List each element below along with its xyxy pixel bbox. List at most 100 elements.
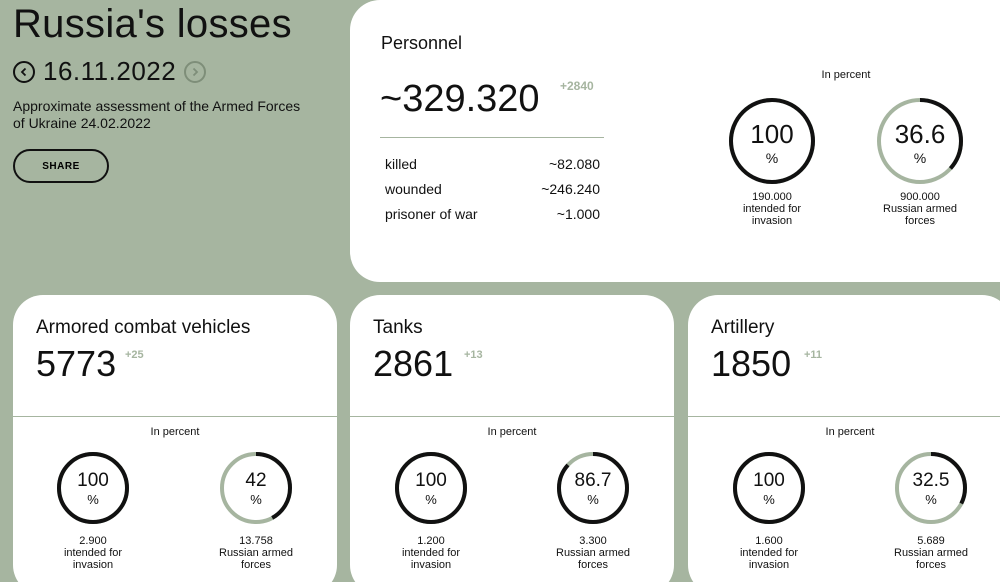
personnel-card: Personnel ~329.320 +2840 killed ~82.080 … [350,0,1000,282]
ring-unit: % [425,492,437,507]
ring-value: 100 [77,470,109,491]
progress-ring [57,452,129,524]
ring-unit: % [925,492,937,507]
ring-progress [729,98,815,184]
ring-caption: 900.000 Russian armed forces [872,191,968,227]
ring-unit: % [87,492,99,507]
caption-line: forces [905,215,935,227]
card-delta: +25 [125,349,144,361]
card-title: Artillery [711,317,775,338]
chevron-right-icon[interactable] [184,60,207,83]
breakdown-label: wounded [385,181,442,197]
divider [350,416,674,417]
ring-unit: % [765,150,779,166]
ring-caption: 2.900 intended for invasion [45,535,141,571]
artillery-card: Artillery 1850 +11 In percent 100 % 1.60… [688,295,1000,582]
caption-line: forces [916,559,946,571]
caption-line: forces [241,559,271,571]
caption-line: forces [578,559,608,571]
caption-line: Russian armed [556,547,630,559]
ring-unit: % [913,150,927,166]
in-percent-label: In percent [487,426,537,438]
percent-ring: 100 % 1.200 intended for invasion [383,451,479,571]
ring-progress [877,98,963,184]
breakdown-label: killed [385,156,417,172]
breakdown-label: prisoner of war [385,206,478,222]
armored-vehicles-card: Armored combat vehicles 5773 +25 In perc… [13,295,337,582]
percent-ring: 100 % 2.900 intended for invasion [45,451,141,571]
ring-value: 36.6 [894,119,946,149]
ring-caption: 13.758 Russian armed forces [208,535,304,571]
card-number: 5773 [36,343,117,384]
ring-progress [220,452,292,524]
personnel-title: Personnel [381,33,463,53]
caption-line: intended for [63,547,123,559]
caption-line: invasion [751,215,793,227]
ring-progress [557,452,629,524]
in-percent-label: In percent [825,426,875,438]
caption-line: invasion [748,559,790,571]
percent-ring: 36.6 % 900.000 Russian armed forces [872,97,968,227]
caption-line: invasion [410,559,452,571]
percent-ring: 100 % 1.600 intended for invasion [721,451,817,571]
breakdown-row: wounded ~246.240 [385,177,600,202]
chevron-left-icon[interactable] [13,60,35,83]
divider [380,137,604,138]
card-title: Tanks [373,317,423,338]
in-percent-label: In percent [821,69,871,81]
tanks-card: Tanks 2861 +13 In percent 100 % 1.200 in… [350,295,674,582]
caption-line: Russian armed [883,203,957,215]
ring-unit: % [250,492,262,507]
progress-ring [557,452,629,524]
card-title: Armored combat vehicles [36,317,251,338]
breakdown-row: prisoner of war ~1.000 [385,202,600,227]
caption-count: 13.758 [239,535,273,547]
progress-ring [729,98,815,184]
ring-progress [895,452,967,524]
ring-progress [395,452,467,524]
ring-value: 86.7 [574,470,612,491]
ring-unit: % [763,492,775,507]
progress-ring [220,452,292,524]
in-percent-label: In percent [150,426,200,438]
divider [688,416,1000,417]
progress-ring [877,98,963,184]
caption-line: intended for [742,203,802,215]
ring-value: 100 [753,470,785,491]
personnel-total: ~329.320 [380,78,540,120]
date-navigator: 16.11.2022 [13,56,207,87]
ring-progress [733,452,805,524]
breakdown-value: ~82.080 [549,156,600,172]
current-date: 16.11.2022 [43,56,177,86]
share-button[interactable]: SHARE [13,149,109,183]
caption-count: 1.200 [417,535,445,547]
percent-ring: 100 % 190.000 intended for invasion [724,97,820,227]
card-number: 1850 [711,343,792,384]
caption-line: Russian armed [219,547,293,559]
progress-ring [395,452,467,524]
divider [13,416,337,417]
breakdown-value: ~1.000 [556,206,600,222]
card-number: 2861 [373,343,454,384]
ring-caption: 3.300 Russian armed forces [545,535,641,571]
ring-caption: 1.200 intended for invasion [383,535,479,571]
ring-caption: 190.000 intended for invasion [724,191,820,227]
personnel-delta: +2840 [560,79,594,93]
personnel-breakdown: killed ~82.080 wounded ~246.240 prisoner… [385,152,600,227]
caption-line: Russian armed [894,547,968,559]
ring-value: 100 [415,470,447,491]
progress-ring [733,452,805,524]
caption-count: 2.900 [79,535,107,547]
ring-value: 32.5 [912,470,950,491]
ring-caption: 1.600 intended for invasion [721,535,817,571]
caption-count: 5.689 [917,535,945,547]
percent-ring: 32.5 % 5.689 Russian armed forces [883,451,979,571]
caption-count: 900.000 [900,191,940,203]
card-delta: +13 [464,349,483,361]
percent-ring: 42 % 13.758 Russian armed forces [208,451,304,571]
percent-ring: 86.7 % 3.300 Russian armed forces [545,451,641,571]
page-subtitle: Approximate assessment of the Armed Forc… [13,98,301,131]
ring-value: 100 [750,119,794,149]
ring-progress [57,452,129,524]
caption-line: invasion [72,559,114,571]
